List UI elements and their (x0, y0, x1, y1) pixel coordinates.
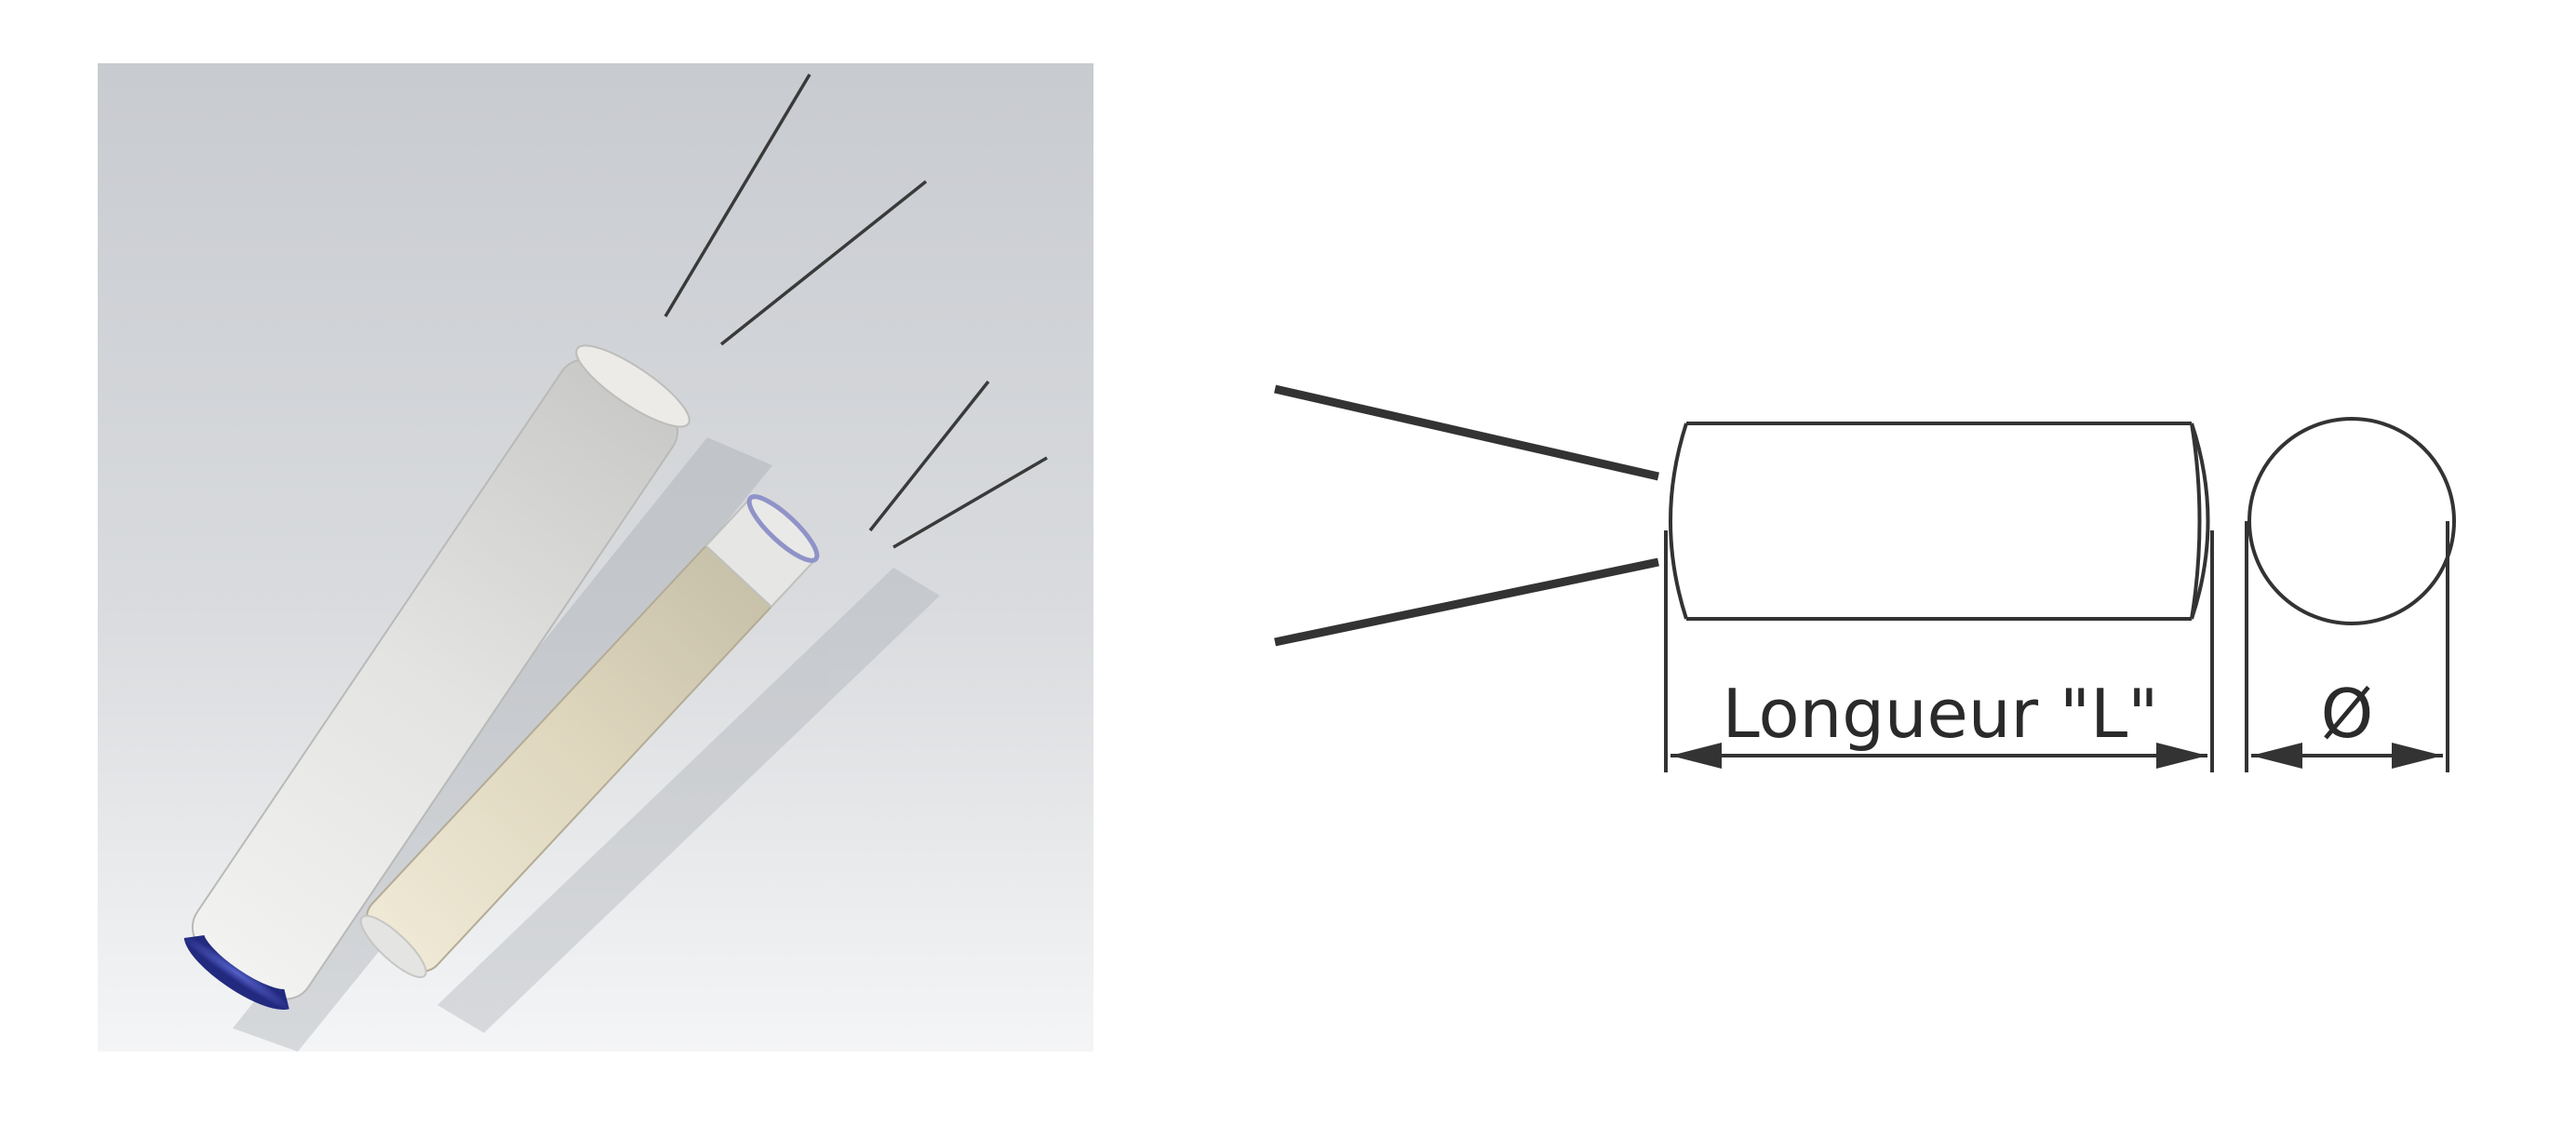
small-lead-1 (868, 380, 990, 532)
large-lead-1 (664, 74, 812, 317)
large-heater-rod (183, 74, 928, 1010)
heater-end-view (2247, 417, 2456, 625)
diameter-dimension-line (2251, 743, 2443, 769)
length-dimension-line (1670, 743, 2207, 769)
dimension-drawing: Longueur "L" Ø (1273, 384, 2456, 772)
small-lead-2 (892, 456, 1048, 549)
length-label: Longueur "L" (1723, 675, 2159, 753)
heater-photo (98, 63, 1093, 1052)
lead-wire-top (1273, 384, 1660, 481)
lead-wire-bottom (1274, 557, 1659, 647)
extension-lines (1664, 521, 2449, 772)
large-end-cap (183, 933, 289, 1010)
large-lead-2 (719, 180, 928, 346)
diameter-label: Ø (2321, 675, 2374, 753)
heater-side-view (1669, 422, 2210, 621)
small-heater-rod (359, 380, 1048, 979)
